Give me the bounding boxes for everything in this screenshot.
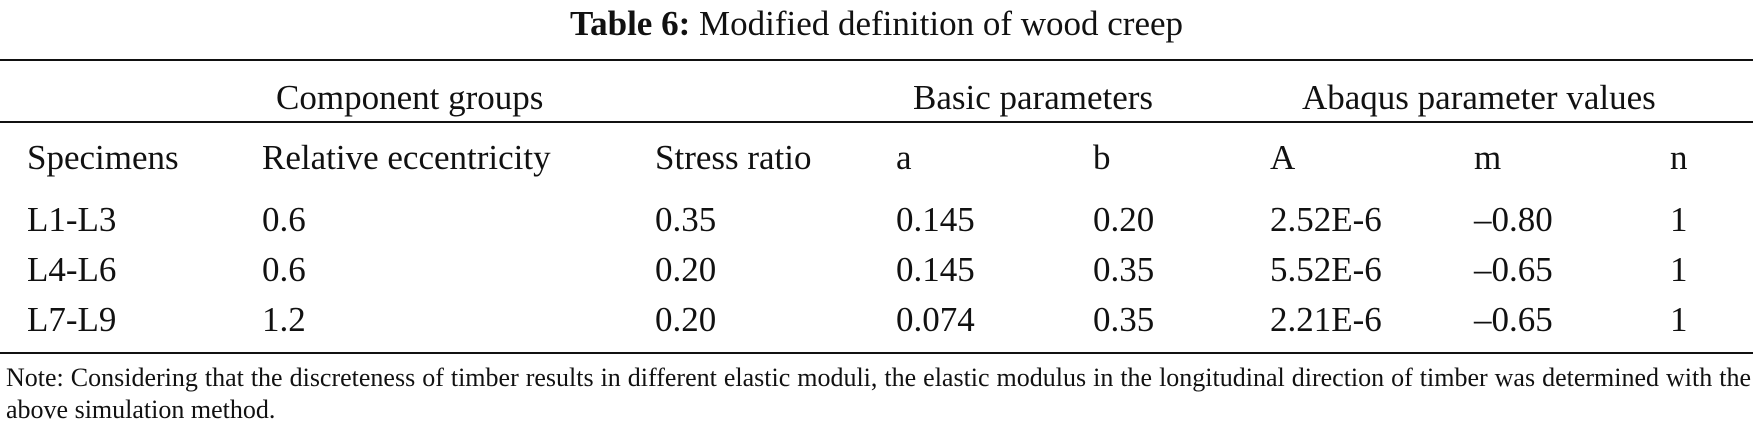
cell-a: 0.145 — [896, 250, 975, 289]
cell-stress-ratio: 0.20 — [655, 250, 717, 289]
cell-a: 0.074 — [896, 300, 975, 339]
cell-stress-ratio: 0.35 — [655, 200, 717, 239]
cell-relative-eccentricity: 0.6 — [262, 250, 306, 289]
cell-relative-eccentricity: 1.2 — [262, 300, 306, 339]
table-caption-label: Table 6: — [569, 4, 691, 43]
cell-m: –0.80 — [1474, 200, 1553, 239]
cell-b: 0.35 — [1093, 300, 1155, 339]
cell-b: 0.20 — [1093, 200, 1155, 239]
column-header-m: m — [1474, 138, 1502, 177]
cell-a: 0.145 — [896, 200, 975, 239]
cell-stress-ratio: 0.20 — [655, 300, 717, 339]
column-header-b: b — [1093, 138, 1111, 177]
table-bottom-rule — [0, 352, 1753, 354]
table-header-rule — [0, 121, 1753, 123]
cell-relative-eccentricity: 0.6 — [262, 200, 306, 239]
cell-n: 1 — [1670, 300, 1688, 339]
cell-A: 5.52E-6 — [1270, 250, 1382, 289]
column-header-relative-eccentricity: Relative eccentricity — [262, 138, 551, 177]
cell-specimens: L1-L3 — [27, 200, 117, 239]
cell-m: –0.65 — [1474, 250, 1553, 289]
column-header-A: A — [1270, 138, 1296, 177]
cell-A: 2.52E-6 — [1270, 200, 1382, 239]
cell-specimens: L7-L9 — [27, 300, 117, 339]
group-header-basic-parameters: Basic parameters — [913, 78, 1154, 117]
table-caption-title: Modified definition of wood creep — [698, 4, 1184, 43]
table-top-rule — [0, 59, 1753, 61]
table-caption: Table 6: Modified definition of wood cre… — [0, 4, 1753, 44]
column-header-specimens: Specimens — [27, 138, 179, 177]
column-header-a: a — [896, 138, 912, 177]
table-note: Note: Considering that the discreteness … — [6, 363, 1751, 424]
cell-n: 1 — [1670, 250, 1688, 289]
cell-A: 2.21E-6 — [1270, 300, 1382, 339]
cell-m: –0.65 — [1474, 300, 1553, 339]
cell-specimens: L4-L6 — [27, 250, 117, 289]
group-header-component-groups: Component groups — [276, 78, 544, 117]
cell-b: 0.35 — [1093, 250, 1155, 289]
column-header-stress-ratio: Stress ratio — [655, 138, 812, 177]
group-header-abaqus-parameter-values: Abaqus parameter values — [1302, 78, 1656, 117]
cell-n: 1 — [1670, 200, 1688, 239]
column-header-n: n — [1670, 138, 1688, 177]
